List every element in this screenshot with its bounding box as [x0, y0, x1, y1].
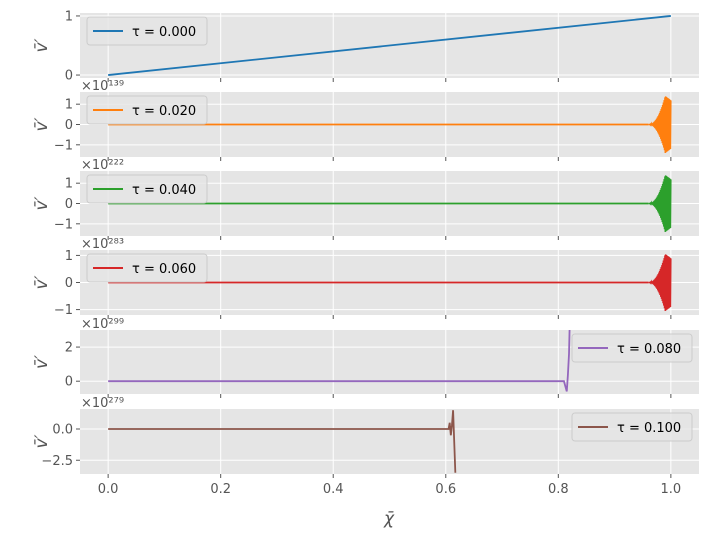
series-group — [108, 15, 671, 76]
y-tick-label: 1 — [65, 249, 73, 264]
legend-frame — [571, 412, 693, 442]
y-axis-label: v̄′ — [32, 434, 52, 448]
y-tick-label: 2 — [65, 341, 73, 356]
x-tick-label: 0.0 — [98, 482, 119, 497]
offset-exponent-text: ×10²⁹⁹ — [81, 317, 124, 332]
y-tick-label: 1 — [65, 98, 73, 113]
offset-exponent-text: ×10¹³⁹ — [81, 79, 124, 94]
x-tick-label: 1.0 — [661, 482, 682, 497]
y-tick-label: −2.5 — [41, 454, 73, 469]
y-tick-label: 0 — [65, 276, 73, 291]
subplot-stack: 0 1 v̄′ τ = 0.000 −1 0 1 v̄′ ×10¹³⁹ τ = 0.020 −1 0 1… — [32, 9, 699, 497]
y-tick-label: 0 — [65, 375, 73, 390]
legend: τ = 0.000 — [86, 16, 208, 46]
legend-label: τ = 0.060 — [132, 262, 196, 277]
subplot-4: −1 0 1 v̄′ ×10²⁸³ τ = 0.060 — [32, 237, 699, 319]
y-tick-label: 1 — [65, 177, 73, 192]
offset-exponent-text: ×10²²² — [81, 158, 124, 173]
legend-label: τ = 0.020 — [132, 104, 196, 119]
series-group — [108, 330, 571, 392]
legend-frame — [86, 95, 208, 125]
x-tick-label: 0.2 — [210, 482, 231, 497]
y-tick-label: 0 — [65, 197, 73, 212]
subplot-6: −2.5 0.0 0.0 0.2 0.4 0.6 0.8 1.0 v̄′ ×10²⁷⁹ τ = 0.… — [32, 396, 699, 497]
subplot-2: −1 0 1 v̄′ ×10¹³⁹ τ = 0.020 — [32, 79, 699, 161]
legend-label: τ = 0.040 — [132, 183, 196, 198]
x-tick-label: 0.6 — [435, 482, 456, 497]
y-axis-label: v̄′ — [32, 117, 52, 131]
series-oscillation — [648, 254, 672, 311]
legend-frame — [86, 174, 208, 204]
series-oscillation — [648, 175, 672, 232]
subplot-3: −1 0 1 v̄′ ×10²²² τ = 0.040 — [32, 158, 699, 240]
x-axis-label: χ̄ — [383, 509, 395, 529]
y-tick-label: −1 — [54, 138, 73, 153]
legend: τ = 0.040 — [86, 174, 208, 204]
legend: τ = 0.060 — [86, 253, 208, 283]
legend-frame — [86, 253, 208, 283]
series-line — [108, 410, 457, 473]
series-line — [108, 15, 671, 76]
x-tick-label: 0.4 — [323, 482, 344, 497]
legend: τ = 0.020 — [86, 95, 208, 125]
legend-frame — [571, 333, 693, 363]
y-tick-label: 0 — [65, 69, 73, 84]
y-axis-label: v̄′ — [32, 275, 52, 289]
legend-label: τ = 0.080 — [617, 342, 681, 357]
legend: τ = 0.080 — [571, 333, 693, 363]
legend: τ = 0.100 — [571, 412, 693, 442]
offset-exponent-text: ×10²⁷⁹ — [81, 396, 124, 411]
x-tick-label: 0.8 — [548, 482, 569, 497]
y-axis-label: v̄′ — [32, 196, 52, 210]
series-group — [108, 410, 457, 473]
series-oscillation — [648, 96, 672, 153]
y-tick-label: 0 — [65, 118, 73, 133]
legend-label: τ = 0.000 — [132, 25, 196, 40]
y-tick-label: −1 — [54, 217, 73, 232]
y-axis-label: v̄′ — [32, 355, 52, 369]
y-axis-label: v̄′ — [32, 38, 52, 52]
legend-frame — [86, 16, 208, 46]
subplot-5: 0 2 v̄′ ×10²⁹⁹ τ = 0.080 — [32, 317, 699, 398]
subplot-1: 0 1 v̄′ τ = 0.000 — [32, 9, 699, 84]
y-tick-label: 1 — [65, 9, 73, 24]
offset-exponent-text: ×10²⁸³ — [81, 237, 124, 252]
y-tick-label: 0.0 — [52, 423, 73, 438]
series-line — [108, 330, 571, 392]
legend-label: τ = 0.100 — [617, 421, 681, 436]
y-tick-label: −1 — [54, 303, 73, 318]
